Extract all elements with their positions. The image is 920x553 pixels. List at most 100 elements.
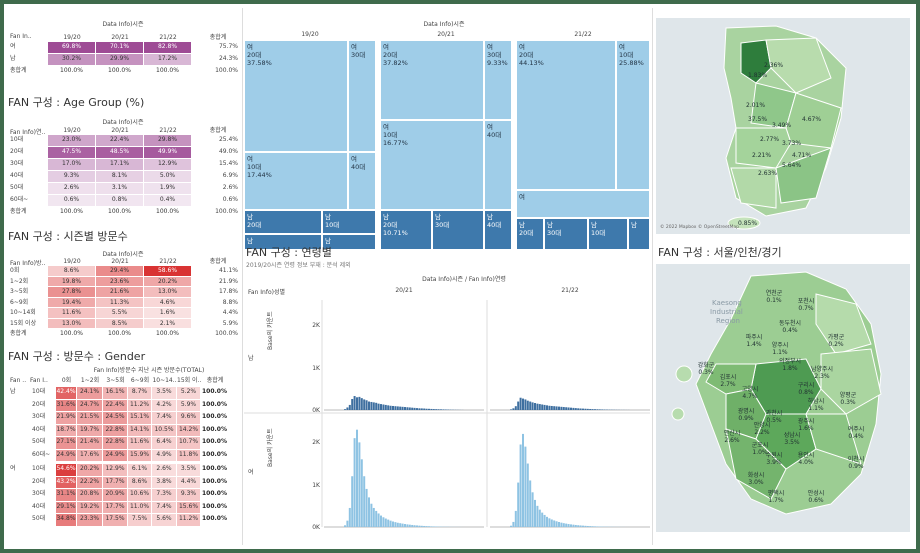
region-label[interactable]: 이천시 0.9%: [842, 456, 870, 470]
histogram-bar[interactable]: [396, 522, 399, 527]
region-label[interactable]: 화성시 3.0%: [742, 472, 770, 486]
histogram-bar[interactable]: [420, 408, 423, 410]
histogram-bar[interactable]: [536, 403, 539, 410]
histogram-bar[interactable]: [440, 409, 442, 410]
histogram-bar[interactable]: [377, 513, 380, 527]
histogram-bar[interactable]: [428, 526, 430, 527]
histogram-bar[interactable]: [346, 520, 349, 527]
histogram-bar[interactable]: [543, 514, 546, 527]
row-label[interactable]: 60대~: [32, 450, 51, 458]
histogram-bar[interactable]: [430, 408, 433, 410]
histogram-bar[interactable]: [577, 525, 580, 527]
row-label[interactable]: 3~5회: [10, 288, 29, 295]
histogram-bar[interactable]: [404, 524, 406, 527]
region-label[interactable]: 안산시 2.6%: [718, 430, 746, 444]
row-label[interactable]: 10대: [32, 465, 46, 472]
histogram-bar[interactable]: [546, 405, 548, 410]
region-label[interactable]: 성남시 3.5%: [778, 432, 806, 446]
column-header[interactable]: 21/22: [159, 34, 177, 41]
histogram-bar[interactable]: [370, 503, 373, 527]
row-label[interactable]: 50대: [32, 515, 46, 522]
histogram-bar[interactable]: [514, 406, 517, 410]
row-label[interactable]: 여: [10, 43, 16, 50]
histogram-bar[interactable]: [368, 497, 370, 527]
korea-map[interactable]: 2.36% 1.83% 2.01% 37.5% 4.67% 3.49% 2.77…: [656, 18, 910, 234]
histogram-bar[interactable]: [413, 407, 416, 410]
treemap-cell[interactable]: 남 30대: [544, 218, 588, 250]
histogram-bar[interactable]: [344, 409, 346, 410]
treemap-cell[interactable]: 남 40대: [484, 210, 512, 250]
treemap-cell[interactable]: 여 10대 17.44%: [244, 152, 348, 210]
column-header[interactable]: 21/22: [159, 127, 177, 134]
histogram-bar[interactable]: [555, 406, 558, 410]
histogram-bar[interactable]: [348, 404, 351, 410]
histogram-bar[interactable]: [517, 482, 520, 527]
histogram-bar[interactable]: [596, 526, 599, 527]
histogram-bar[interactable]: [517, 401, 520, 410]
row-label[interactable]: 20대: [10, 148, 24, 155]
region-label[interactable]: 평택시 1.7%: [762, 490, 790, 504]
treemap-cell[interactable]: 여 10대 25.88%: [616, 40, 650, 190]
histogram-bar[interactable]: [586, 525, 589, 527]
treemap-cell[interactable]: 여 20대 44.13%: [516, 40, 616, 190]
histogram-bar[interactable]: [553, 520, 556, 527]
row-header[interactable]: Fan In..: [10, 33, 32, 40]
treemap-cell[interactable]: 남 20대: [244, 210, 322, 234]
histogram-bar[interactable]: [567, 407, 570, 410]
region-label[interactable]: 의정부시 1.8%: [776, 358, 804, 372]
histogram-bar[interactable]: [574, 524, 577, 527]
histogram-bar[interactable]: [442, 409, 445, 410]
histogram-bar[interactable]: [512, 521, 515, 527]
histogram-bar[interactable]: [565, 407, 568, 410]
region-label[interactable]: 포천시 0.7%: [792, 298, 820, 312]
histogram-bar[interactable]: [514, 510, 517, 527]
region-label[interactable]: 파주시 1.4%: [740, 334, 768, 348]
row-header-1[interactable]: Fan ..: [10, 377, 27, 384]
histogram-bar[interactable]: [358, 396, 361, 410]
histogram-bar[interactable]: [519, 397, 522, 410]
histogram-bar[interactable]: [416, 408, 418, 410]
histogram-bar[interactable]: [384, 404, 387, 410]
histogram-bar[interactable]: [579, 408, 582, 410]
row-label[interactable]: 10대: [10, 136, 24, 143]
histogram-bar[interactable]: [582, 525, 584, 527]
column-header[interactable]: 21/22: [159, 258, 177, 265]
histogram-bar[interactable]: [524, 399, 527, 410]
hist-row-header[interactable]: Fan Info)성별: [248, 289, 286, 296]
column-header[interactable]: 19/20: [63, 34, 81, 41]
histogram-bar[interactable]: [377, 403, 380, 410]
histogram-bar[interactable]: [598, 409, 601, 410]
histogram-bar[interactable]: [594, 409, 596, 410]
row-label[interactable]: 50대: [10, 184, 24, 191]
row-header[interactable]: Fan Info)연..: [10, 129, 46, 136]
group-label[interactable]: 남: [10, 388, 16, 395]
histogram-bar[interactable]: [408, 524, 411, 527]
histogram-bar[interactable]: [401, 523, 404, 527]
histogram-bar[interactable]: [594, 526, 596, 527]
column-header[interactable]: 10~14..: [152, 377, 177, 384]
column-header[interactable]: 3~5회: [106, 377, 125, 384]
row-label[interactable]: 30대: [32, 413, 46, 420]
histogram-bar[interactable]: [550, 519, 553, 527]
histogram-bar[interactable]: [522, 433, 524, 527]
histogram-bar[interactable]: [538, 509, 541, 527]
row-header[interactable]: Fan Info)방..: [10, 260, 46, 267]
histogram-bar[interactable]: [526, 463, 529, 527]
region-label[interactable]: 고양시 4.7%: [736, 386, 764, 400]
row-label[interactable]: 남: [10, 55, 16, 62]
histogram-bar[interactable]: [529, 480, 532, 527]
histogram-bar[interactable]: [589, 526, 592, 527]
histogram-bar[interactable]: [356, 429, 358, 527]
region-label[interactable]: 양평군 0.3%: [834, 392, 862, 406]
treemap-cell[interactable]: 여 40대: [484, 120, 512, 210]
region-label[interactable]: 광명시 0.9%: [732, 408, 760, 422]
histogram-bar[interactable]: [413, 525, 416, 527]
histogram-bar[interactable]: [560, 522, 563, 527]
histogram-bar[interactable]: [375, 510, 378, 527]
histogram-bar[interactable]: [380, 404, 382, 410]
histogram-bar[interactable]: [591, 409, 594, 410]
histogram-bar[interactable]: [389, 520, 392, 527]
column-header[interactable]: 20/21: [111, 34, 129, 41]
histogram-bar[interactable]: [572, 407, 575, 410]
histogram-bar[interactable]: [411, 407, 414, 410]
